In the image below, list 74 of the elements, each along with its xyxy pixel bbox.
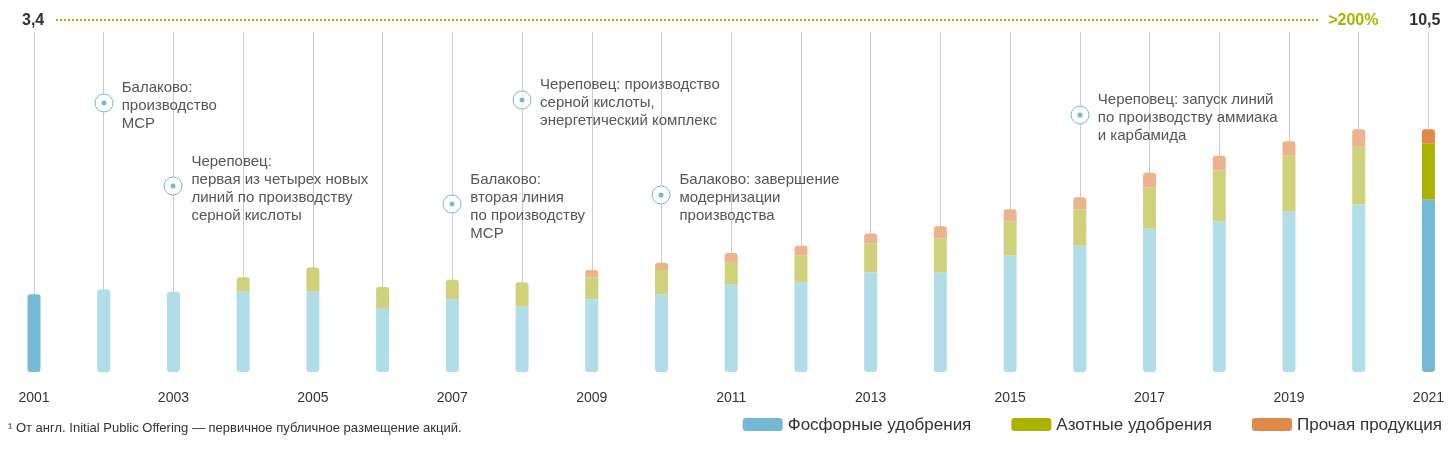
- x-tick-label: 2019: [1273, 389, 1305, 405]
- bar: [1073, 245, 1087, 372]
- bar: [376, 287, 390, 309]
- bar: [724, 253, 738, 263]
- bar: [1143, 187, 1157, 229]
- x-tick-label: 2013: [855, 389, 887, 405]
- bar: [864, 233, 878, 244]
- x-tick-label: 2011: [716, 389, 747, 405]
- bar: [585, 299, 599, 372]
- bar: [1212, 155, 1226, 171]
- bar: [794, 245, 808, 256]
- bar: [1421, 129, 1435, 144]
- bar: [1352, 146, 1366, 205]
- bar: [236, 277, 250, 292]
- bar: [724, 262, 738, 285]
- bar: [1073, 197, 1087, 210]
- bar: [97, 289, 111, 372]
- bar: [864, 243, 878, 273]
- text: >200%: [1328, 11, 1379, 29]
- bar: [933, 226, 947, 239]
- bar: [585, 277, 599, 300]
- legend-label: Прочая продукция: [1296, 415, 1442, 434]
- text: 10,5: [1409, 11, 1441, 29]
- bar: [724, 284, 738, 372]
- bar: [1003, 255, 1017, 372]
- bar: [376, 308, 390, 372]
- annotation: Череповец: запуск линий по производству аммиака и карбамида: [1097, 90, 1278, 144]
- bar: [236, 291, 250, 372]
- bar: [794, 282, 808, 372]
- text: Череповец: производство серной кислоты, энергетический комплекс: [540, 75, 720, 129]
- bar: [445, 279, 459, 300]
- bar: [933, 272, 947, 372]
- bar: [1003, 209, 1017, 222]
- bar: [1212, 170, 1226, 222]
- x-tick-label: 2005: [297, 389, 329, 405]
- bar: [1073, 209, 1087, 246]
- legend-label: Азотные удобрения: [1056, 415, 1212, 434]
- bar: [1352, 129, 1366, 147]
- bar: [166, 291, 180, 372]
- legend-label: Фосфорные удобрения: [787, 415, 972, 434]
- bar: [933, 238, 947, 273]
- bar: [794, 255, 808, 283]
- text: 3,4: [22, 11, 45, 29]
- bar: [1352, 204, 1366, 372]
- bar: [1421, 199, 1435, 372]
- bar: [27, 294, 41, 372]
- bar: [654, 270, 668, 295]
- bar: [1143, 172, 1157, 188]
- bar: [1282, 155, 1296, 212]
- bar: [445, 299, 459, 372]
- bar: [306, 267, 320, 292]
- bar: [1143, 228, 1157, 372]
- annotation: Балаково: вторая линия по производству МСР: [470, 170, 586, 242]
- annotation: Балаково: завершение модернизации производства: [679, 170, 840, 224]
- bar: [1282, 211, 1296, 372]
- bar: [1282, 141, 1296, 156]
- bar: [654, 294, 668, 372]
- bar: [306, 291, 320, 372]
- x-tick-label: 2017: [1133, 389, 1166, 405]
- annotation: Череповец: первая из четырех новых линий по производству серной кислоты: [191, 152, 369, 224]
- x-tick-label: 2021: [1412, 389, 1445, 405]
- x-tick-label: 2007: [436, 389, 469, 405]
- bar: [1003, 221, 1017, 256]
- x-tick-label: 2015: [994, 389, 1026, 405]
- text: ¹ От англ. Initial Public Offering — первичное публичное размещение акций.: [8, 420, 462, 435]
- bar: [864, 272, 878, 372]
- bar: [1212, 221, 1226, 372]
- x-tick-label: 2003: [157, 389, 190, 405]
- annotation: Балаково: производство МСР: [121, 78, 217, 132]
- x-tick-label: 2001: [18, 389, 50, 405]
- bar: [515, 282, 529, 307]
- bar: [515, 306, 529, 372]
- bar: [1421, 143, 1435, 200]
- x-tick-label: 2009: [576, 389, 608, 405]
